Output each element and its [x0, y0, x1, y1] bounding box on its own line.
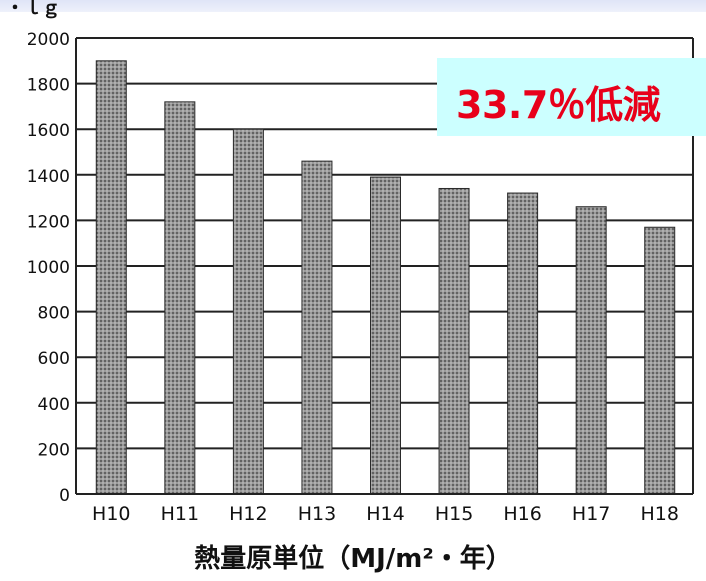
- x-tick-labels: H10 H11 H12 H13 H14 H15 H16 H17 H18: [92, 503, 679, 525]
- bar-h11: [164, 101, 196, 495]
- y-tick-label: 1800: [27, 76, 70, 96]
- x-tick-label: H18: [640, 503, 678, 525]
- header-fragment-text: ・ｌｇ: [6, 0, 60, 19]
- y-tick-label: 200: [38, 440, 70, 460]
- y-tick-label: 1400: [27, 167, 70, 187]
- bars: [95, 60, 676, 495]
- x-tick-label: H14: [366, 503, 404, 525]
- y-tick-label: 1600: [27, 121, 70, 141]
- y-tick-label: 1200: [27, 212, 70, 232]
- y-tick-labels: 0 200 400 600 800 1000 1200 1400 1600 1800 2000: [27, 30, 70, 506]
- reduction-callout-text: 33.7％低減: [456, 83, 661, 127]
- y-tick-label: 1000: [27, 258, 70, 278]
- x-tick-label: H10: [92, 503, 130, 525]
- top-header-strip: ・ｌｇ: [0, 0, 706, 19]
- y-tick-label: 600: [38, 349, 70, 369]
- x-axis-caption: 熱量原単位（MJ/m²・年）: [194, 544, 512, 574]
- x-tick-label: H12: [229, 503, 267, 525]
- y-tick-label: 0: [59, 486, 70, 506]
- y-tick-label: 2000: [27, 30, 70, 50]
- x-tick-label: H15: [435, 503, 473, 525]
- bar-h17: [575, 206, 607, 495]
- bar-h12: [232, 128, 264, 495]
- x-tick-label: H16: [503, 503, 541, 525]
- bar-h16: [507, 192, 539, 495]
- x-tick-label: H11: [161, 503, 199, 525]
- y-tick-label: 400: [38, 395, 70, 415]
- bar-h13: [301, 160, 333, 495]
- x-tick-label: H17: [572, 503, 610, 525]
- y-tick-label: 800: [38, 304, 70, 324]
- bar-h14: [370, 176, 401, 495]
- x-tick-label: H13: [298, 503, 336, 525]
- bar-h18: [644, 226, 676, 495]
- reduction-callout: 33.7％低減: [437, 58, 706, 136]
- bar-h10: [95, 60, 127, 495]
- bar-h15: [438, 187, 470, 495]
